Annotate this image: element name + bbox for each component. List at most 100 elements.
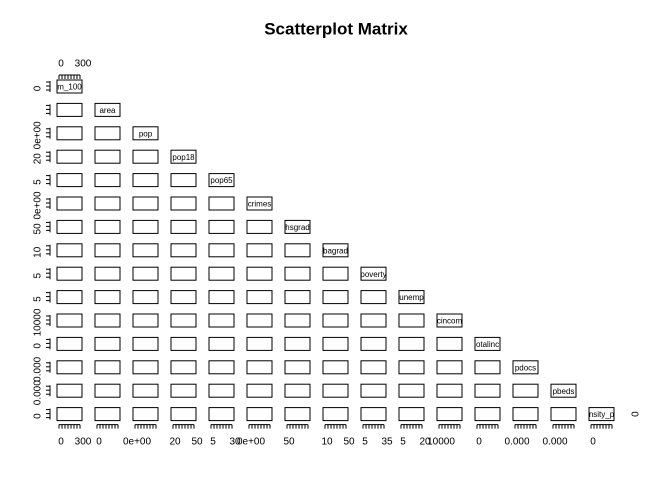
panel (132, 149, 159, 164)
panel (56, 407, 83, 422)
panel (56, 313, 83, 328)
panel (56, 102, 83, 117)
right-tick-label: 0 (631, 411, 642, 417)
panel (94, 290, 121, 305)
diagonal-panel (550, 383, 577, 398)
panel (284, 383, 311, 398)
panel (170, 290, 197, 305)
bottom-tick-label: 35 (381, 437, 393, 448)
panel (474, 407, 501, 422)
left-tick-label: 5 (33, 179, 44, 185)
panel (56, 149, 83, 164)
diagonal-panel (436, 313, 463, 328)
diagonal-panel (398, 290, 425, 305)
panel (170, 219, 197, 234)
left-tick-label: 0 (33, 85, 44, 91)
panel (284, 407, 311, 422)
panel (322, 407, 349, 422)
panel (56, 290, 83, 305)
panel (56, 383, 83, 398)
bottom-tick-label: 0 (58, 437, 64, 448)
diagonal-panel (208, 173, 235, 188)
left-tick-label: 10000 (33, 308, 44, 336)
variable-label: m_100 (57, 83, 82, 92)
left-tick-label: 10 (33, 246, 44, 258)
panel (56, 360, 83, 375)
panel (94, 313, 121, 328)
left-tick-label: 0.000 (33, 356, 44, 381)
panel (94, 219, 121, 234)
left-tick-label: 0e+00 (33, 121, 44, 150)
panel (550, 407, 577, 422)
variable-label: hsgrad (285, 223, 309, 232)
panel (170, 313, 197, 328)
bottom-tick-label: 0 (476, 437, 482, 448)
panel (94, 383, 121, 398)
panel (56, 266, 83, 281)
bottom-tick-label: 0e+00 (237, 437, 266, 448)
panel (398, 313, 425, 328)
bottom-tick-label: 300 (75, 437, 92, 448)
panel (56, 173, 83, 188)
variable-label: poverty (360, 270, 386, 279)
panel (56, 243, 83, 258)
panel (284, 336, 311, 351)
panel (512, 383, 539, 398)
panel (208, 383, 235, 398)
panel (170, 266, 197, 281)
bottom-tick-label: 10 (321, 437, 333, 448)
diagonal-panel (170, 149, 197, 164)
top-tick-label: 300 (75, 59, 92, 70)
bottom-tick-label: 0 (590, 437, 596, 448)
variable-label: cincom (437, 317, 463, 326)
diagonal-panel (588, 407, 615, 422)
panel (246, 407, 273, 422)
panel (132, 290, 159, 305)
panel (132, 360, 159, 375)
bottom-tick-label: 50 (343, 437, 355, 448)
panel (132, 196, 159, 211)
top-tick-label: 0 (58, 59, 64, 70)
panel (360, 290, 387, 305)
panel (208, 219, 235, 234)
panel (246, 243, 273, 258)
panel (398, 360, 425, 375)
bottom-tick-label: 5 (362, 437, 368, 448)
left-tick-label: 5 (33, 272, 44, 278)
diagonal-panel (56, 79, 83, 94)
panel (284, 266, 311, 281)
diagonal-panel (512, 360, 539, 375)
bottom-tick-label: 5 (400, 437, 406, 448)
left-tick-label: 0 (33, 343, 44, 349)
variable-label: nsity_p (589, 410, 615, 419)
bottom-tick-label: 20 (169, 437, 181, 448)
diagonal-panel (284, 219, 311, 234)
panel (132, 219, 159, 234)
bottom-tick-label: 5 (210, 437, 216, 448)
variable-label: bagrad (323, 246, 348, 255)
bottom-tick-label: 30 (229, 437, 241, 448)
panel (436, 407, 463, 422)
panel (170, 383, 197, 398)
panel (170, 196, 197, 211)
diagonal-panel (132, 126, 159, 141)
panel (246, 266, 273, 281)
panel (208, 313, 235, 328)
variable-label: otalinc (476, 340, 499, 349)
left-tick-label: 50 (33, 223, 44, 235)
variable-label: pop (139, 129, 153, 138)
panel (208, 407, 235, 422)
panel (246, 336, 273, 351)
panel (94, 336, 121, 351)
bottom-tick-label: 20 (419, 437, 431, 448)
left-tick-label: 5 (33, 296, 44, 302)
diagonal-panel (474, 336, 501, 351)
panel (246, 290, 273, 305)
panel (94, 149, 121, 164)
panel (284, 243, 311, 258)
panel (246, 313, 273, 328)
variable-label: pop65 (210, 176, 233, 185)
panel (56, 126, 83, 141)
panel (322, 336, 349, 351)
